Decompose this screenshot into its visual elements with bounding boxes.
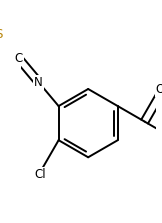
Text: N: N bbox=[34, 76, 43, 89]
Text: S: S bbox=[0, 28, 2, 41]
Text: O: O bbox=[156, 83, 162, 96]
Text: Cl: Cl bbox=[34, 168, 46, 181]
Text: C: C bbox=[15, 52, 23, 65]
